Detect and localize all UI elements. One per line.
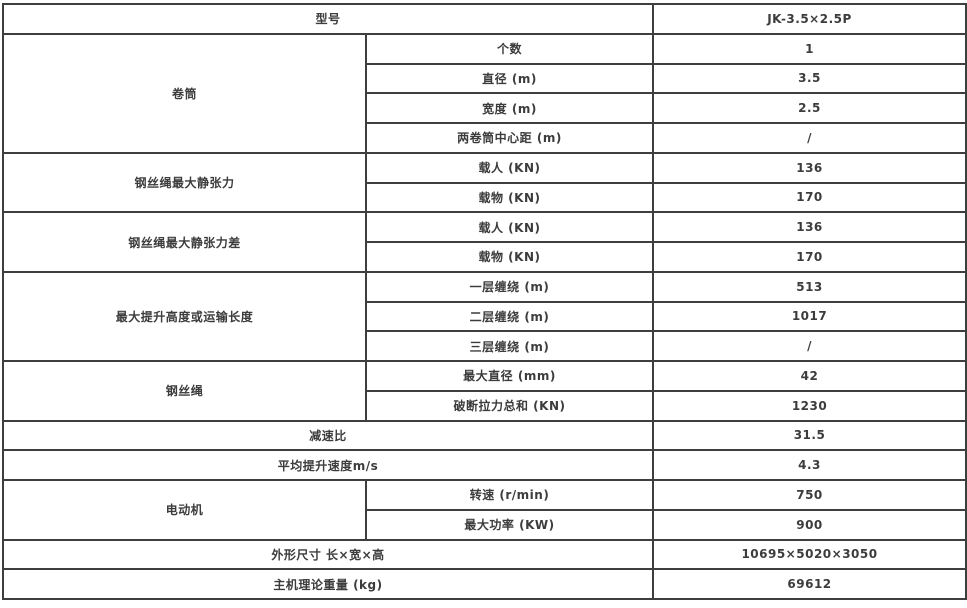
param-value-cell: 31.5: [652, 419, 967, 452]
table-row: 钢丝绳最大静张力 载人 (KN) 136: [2, 151, 967, 214]
param-label-cell: 转速 (r/min): [364, 479, 655, 511]
param-label-cell: 载人 (KN): [364, 211, 655, 243]
param-value-cell: 42: [652, 360, 967, 392]
param-label-cell: 两卷筒中心距 (m): [364, 122, 655, 154]
table-row: 主机理论重量 (kg) 69612: [1, 568, 967, 600]
group-max-static-tension-cell: 钢丝绳最大静张力: [2, 151, 367, 214]
param-label-cell: 载物 (KN): [364, 241, 655, 273]
param-value-cell: /: [652, 330, 967, 362]
table-row: 最大功率 (KW) 900: [3, 508, 967, 541]
table-row: 三层缠绕 (m) /: [3, 330, 967, 362]
table-row: 两卷筒中心距 (m) /: [3, 122, 967, 154]
specification-table: 型号 JK-3.5×2.5P 卷筒 个数 1 直径 (m) 3.5 宽度 (m)…: [1, 3, 967, 600]
param-label-cell: 载人 (KN): [364, 151, 655, 184]
table-row: 电动机 转速 (r/min) 750: [2, 479, 967, 541]
table-row: 二层缠绕 (m) 1017: [3, 300, 967, 333]
param-label-cell: 三层缠绕 (m): [364, 330, 655, 362]
param-value-cell: 1: [652, 32, 967, 65]
param-value-cell: 513: [652, 270, 967, 303]
param-label-cell: 最大直径 (mm): [364, 360, 655, 392]
param-value-cell: /: [652, 122, 967, 154]
dimensions-label-cell: 外形尺寸 长×宽×高: [1, 538, 655, 571]
model-value-cell: JK-3.5×2.5P: [652, 3, 967, 35]
param-value-cell: 900: [652, 508, 967, 541]
group-max-static-tension-diff-cell: 钢丝绳最大静张力差: [2, 211, 367, 273]
reduction-ratio-label-cell: 减速比: [1, 419, 655, 452]
group-wire-rope-cell: 钢丝绳: [2, 360, 367, 422]
param-value-cell: 2.5: [652, 92, 967, 124]
model-label-cell: 型号: [1, 3, 655, 35]
param-label-cell: 个数: [364, 32, 655, 65]
param-value-cell: 170: [652, 181, 967, 214]
param-label-cell: 最大功率 (KW): [364, 508, 655, 541]
table-row: 型号 JK-3.5×2.5P: [1, 3, 967, 35]
group-motor-cell: 电动机: [2, 479, 367, 541]
param-value-cell: 1017: [652, 300, 967, 333]
table-row: 破断拉力总和 (KN) 1230: [3, 389, 967, 422]
param-value-cell: 750: [652, 479, 967, 511]
param-value-cell: 136: [652, 211, 967, 243]
table-row: 平均提升速度m/s 4.3: [1, 449, 967, 481]
table-row: 宽度 (m) 2.5: [3, 92, 967, 124]
table-row: 外形尺寸 长×宽×高 10695×5020×3050: [1, 538, 967, 571]
param-value-cell: 1230: [652, 389, 967, 422]
param-label-cell: 宽度 (m): [364, 92, 655, 124]
param-value-cell: 136: [652, 151, 967, 184]
table-row: 载物 (KN) 170: [3, 181, 967, 214]
group-max-lift-height-cell: 最大提升高度或运输长度: [2, 270, 367, 363]
param-label-cell: 直径 (m): [364, 62, 655, 95]
param-value-cell: 3.5: [652, 62, 967, 95]
param-label-cell: 一层缠绕 (m): [364, 270, 655, 303]
param-value-cell: 170: [652, 241, 967, 273]
avg-speed-label-cell: 平均提升速度m/s: [1, 449, 655, 481]
param-label-cell: 载物 (KN): [364, 181, 655, 214]
param-label-cell: 二层缠绕 (m): [364, 300, 655, 333]
param-value-cell: 10695×5020×3050: [652, 538, 967, 571]
param-value-cell: 4.3: [652, 449, 967, 481]
table-row: 最大提升高度或运输长度 一层缠绕 (m) 513: [2, 270, 967, 363]
table-row: 载物 (KN) 170: [3, 241, 967, 273]
group-drum-cell: 卷筒: [2, 32, 367, 154]
param-label-cell: 破断拉力总和 (KN): [364, 389, 655, 422]
table-row: 钢丝绳 最大直径 (mm) 42: [2, 360, 967, 422]
param-value-cell: 69612: [652, 568, 967, 600]
table-row: 钢丝绳最大静张力差 载人 (KN) 136: [2, 211, 967, 273]
table-row: 直径 (m) 3.5: [3, 62, 967, 95]
weight-label-cell: 主机理论重量 (kg): [1, 568, 655, 600]
table-row: 减速比 31.5: [1, 419, 967, 452]
table-row: 卷筒 个数 1: [2, 32, 967, 154]
